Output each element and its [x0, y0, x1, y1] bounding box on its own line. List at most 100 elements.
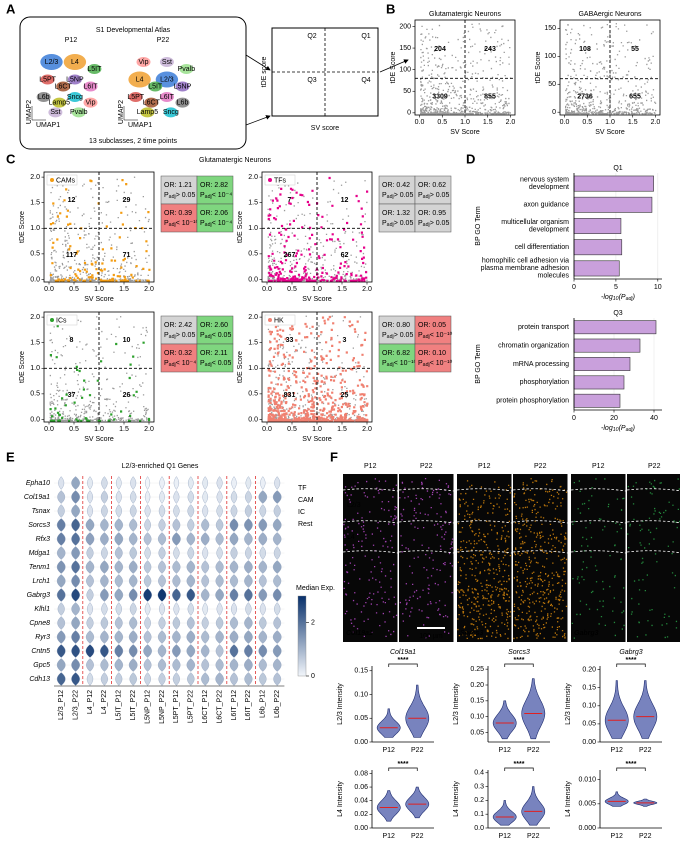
- expression-violin: [229, 658, 239, 672]
- p-value-part: P: [382, 220, 387, 227]
- expression-violin: [173, 476, 180, 490]
- p-value-part: adj: [423, 362, 430, 368]
- y-tick-label: 2.0: [30, 174, 40, 181]
- column-label: L6b_P22: [274, 690, 281, 718]
- or-value: OR: 1.32: [382, 210, 410, 217]
- expression-violin: [273, 658, 282, 672]
- p-value: Padj< 10⁻¹⁰: [382, 359, 417, 369]
- p-value: Padj> 0.05: [418, 192, 449, 201]
- background-points: [267, 315, 368, 422]
- highlight-points: [49, 325, 151, 422]
- column-label: L6IT_P22: [245, 690, 252, 720]
- expression-violin: [71, 518, 80, 532]
- y-tick-label: 0.25: [470, 666, 484, 673]
- expression-violin: [115, 672, 123, 686]
- or-cell: [160, 175, 198, 205]
- quadrant-count: 855: [484, 93, 496, 100]
- expression-violin: [158, 672, 166, 686]
- expression-violin: [172, 532, 181, 546]
- expression-violin: [128, 588, 138, 602]
- y-tick-label: 1.0: [30, 225, 40, 232]
- category-label: homophilic cell adhesion via: [482, 258, 569, 265]
- image-gene-label: Gabrg3: [574, 630, 599, 637]
- expression-violin: [100, 588, 109, 602]
- plot-title: Glutamatergic Neurons: [429, 11, 501, 18]
- column-label: L5PT_P22: [188, 690, 195, 723]
- expression-violin: [159, 602, 165, 616]
- quadrant-count: 26: [123, 392, 131, 399]
- x-axis-label-part: adj: [626, 427, 634, 433]
- violin: [521, 786, 546, 826]
- quadrant-count: 55: [631, 46, 639, 53]
- arrow: [245, 115, 271, 126]
- expression-violin: [258, 588, 268, 602]
- expression-violin: [173, 504, 180, 518]
- violin: [376, 708, 401, 738]
- layer-boundary: [570, 520, 626, 524]
- atlas-title: S1 Developmental Atlas: [96, 27, 171, 34]
- expression-violin: [215, 560, 224, 574]
- or-cell: [414, 203, 452, 233]
- expression-violin: [258, 574, 267, 588]
- expression-violin: [186, 630, 196, 644]
- bar: [573, 357, 631, 371]
- column-label: L2/3_P12: [58, 690, 65, 720]
- expression-violin: [144, 616, 151, 630]
- expression-violin: [130, 490, 137, 504]
- p-value: Padj< 0.05: [200, 360, 231, 369]
- x-tick-label: 0.5: [69, 286, 79, 293]
- expression-violin: [87, 490, 93, 504]
- expression-violin: [85, 630, 95, 644]
- expression-violin: [143, 658, 152, 672]
- expression-violin: [157, 630, 167, 644]
- expression-violin: [244, 504, 252, 518]
- y-axis-label: L2/3 Intensity: [337, 683, 344, 725]
- p-value: Padj> 0.05: [164, 192, 195, 201]
- expression-violin: [216, 546, 223, 560]
- p-value-part: < 10⁻¹⁰: [176, 219, 199, 227]
- quadrant-count: 2736: [577, 94, 593, 101]
- layer-boundary: [398, 520, 454, 524]
- column-label: L4_P12: [87, 690, 94, 714]
- or-cell: [196, 175, 234, 205]
- gene-label: Tsnax: [32, 508, 51, 515]
- expression-violin: [86, 588, 94, 602]
- umap-y-label: UMAP2: [26, 100, 33, 124]
- y-tick-label: 2.0: [30, 314, 40, 321]
- gene-label: Lrch1: [32, 578, 50, 585]
- expression-violin: [86, 672, 94, 686]
- legend-box: [264, 174, 296, 186]
- expression-violin: [129, 602, 137, 616]
- p-value-part: P: [418, 360, 423, 367]
- expression-violin: [201, 644, 210, 658]
- y-tick-label: 1.5: [248, 200, 258, 207]
- or-value: OR: 0.10: [418, 350, 446, 357]
- umap-x-label: UMAP1: [36, 122, 60, 129]
- umap-cluster: [56, 81, 71, 92]
- or-value: OR: 0.32: [164, 350, 192, 357]
- scale-bar-label: 100 µm: [419, 633, 443, 640]
- p-value-part: > 0.05: [394, 332, 414, 339]
- x-axis-label: SV Score: [302, 436, 332, 443]
- x-axis-label-part: 10: [613, 427, 619, 433]
- y-axis-label: L2/3 Intensity: [453, 683, 460, 725]
- layer-boundary: [626, 520, 680, 524]
- p-value: Padj> 0.05: [382, 220, 413, 229]
- x-tick-label: 2.0: [506, 119, 516, 126]
- p-value: Padj< 10⁻⁴: [200, 220, 232, 229]
- gene-label: Gabrg3: [27, 592, 50, 599]
- x-tick-label: 1.5: [337, 286, 347, 293]
- p-value-part: adj: [169, 222, 176, 228]
- expression-violin: [229, 588, 239, 602]
- umap-cluster: [144, 97, 159, 108]
- expression-violin: [144, 602, 151, 616]
- gene-label: Rfx3: [36, 536, 51, 543]
- micrograph: [399, 474, 454, 642]
- umap-cluster: [40, 74, 55, 85]
- expression-violin: [259, 602, 266, 616]
- expression-violin: [85, 644, 95, 658]
- x-axis-label: -log10(Padj): [601, 425, 635, 434]
- umap-cluster: [140, 107, 155, 118]
- cluster-label: L5PT: [39, 76, 56, 83]
- expression-violin: [145, 476, 151, 490]
